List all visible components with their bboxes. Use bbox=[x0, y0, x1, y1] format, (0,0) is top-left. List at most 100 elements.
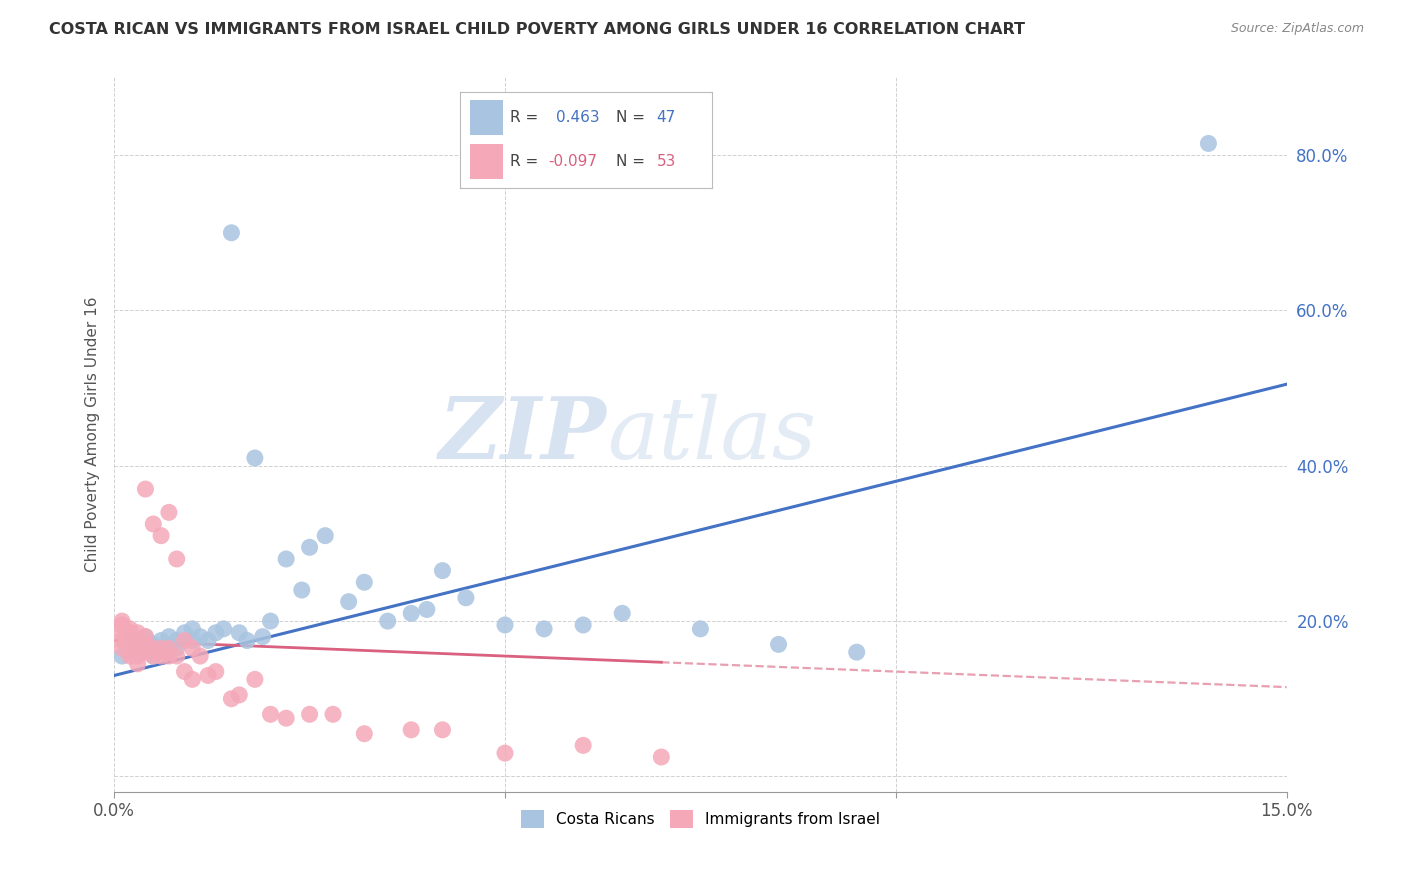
Text: COSTA RICAN VS IMMIGRANTS FROM ISRAEL CHILD POVERTY AMONG GIRLS UNDER 16 CORRELA: COSTA RICAN VS IMMIGRANTS FROM ISRAEL CH… bbox=[49, 22, 1025, 37]
Point bbox=[118, 641, 141, 656]
Point bbox=[337, 595, 360, 609]
Point bbox=[111, 641, 134, 656]
Point bbox=[142, 641, 165, 656]
Point bbox=[118, 645, 141, 659]
Point bbox=[118, 637, 141, 651]
Point bbox=[228, 625, 250, 640]
Point bbox=[353, 727, 375, 741]
Legend: Costa Ricans, Immigrants from Israel: Costa Ricans, Immigrants from Israel bbox=[515, 804, 886, 834]
Point bbox=[166, 641, 188, 656]
Point bbox=[221, 226, 243, 240]
Point bbox=[432, 564, 454, 578]
Point bbox=[118, 622, 141, 636]
Point bbox=[399, 607, 422, 621]
Point bbox=[134, 637, 156, 651]
Point bbox=[276, 711, 298, 725]
Point bbox=[181, 633, 204, 648]
Point bbox=[416, 602, 439, 616]
Point bbox=[494, 746, 516, 760]
Point bbox=[173, 665, 195, 679]
Point bbox=[845, 645, 868, 659]
Point bbox=[298, 541, 321, 555]
Text: Source: ZipAtlas.com: Source: ZipAtlas.com bbox=[1230, 22, 1364, 36]
Point bbox=[221, 691, 243, 706]
Point bbox=[150, 633, 173, 648]
Point bbox=[157, 645, 180, 659]
Point bbox=[118, 625, 141, 640]
Point bbox=[157, 630, 180, 644]
Point bbox=[188, 648, 211, 663]
Point bbox=[173, 633, 195, 648]
Point bbox=[134, 645, 156, 659]
Point bbox=[314, 529, 336, 543]
Point bbox=[252, 630, 274, 644]
Point bbox=[1197, 136, 1219, 151]
Point bbox=[298, 707, 321, 722]
Point bbox=[157, 505, 180, 519]
Point bbox=[533, 622, 555, 636]
Point bbox=[111, 633, 134, 648]
Point bbox=[157, 641, 180, 656]
Point bbox=[127, 645, 149, 659]
Point bbox=[134, 630, 156, 644]
Point bbox=[127, 657, 149, 671]
Point bbox=[197, 668, 219, 682]
Point bbox=[111, 618, 134, 632]
Point bbox=[111, 614, 134, 628]
Point bbox=[181, 641, 204, 656]
Point bbox=[142, 648, 165, 663]
Point bbox=[157, 648, 180, 663]
Point bbox=[127, 633, 149, 648]
Point bbox=[204, 665, 226, 679]
Point bbox=[181, 622, 204, 636]
Point bbox=[689, 622, 711, 636]
Point bbox=[228, 688, 250, 702]
Text: atlas: atlas bbox=[606, 393, 815, 476]
Point bbox=[399, 723, 422, 737]
Point bbox=[111, 618, 134, 632]
Point bbox=[118, 633, 141, 648]
Point bbox=[134, 637, 156, 651]
Point bbox=[150, 529, 173, 543]
Point bbox=[572, 739, 595, 753]
Point bbox=[243, 450, 266, 465]
Point bbox=[150, 641, 173, 656]
Point bbox=[291, 582, 314, 597]
Point bbox=[322, 707, 344, 722]
Point bbox=[243, 673, 266, 687]
Point bbox=[259, 614, 281, 628]
Point bbox=[150, 648, 173, 663]
Point bbox=[150, 641, 173, 656]
Point bbox=[188, 630, 211, 644]
Point bbox=[377, 614, 399, 628]
Point bbox=[197, 633, 219, 648]
Point bbox=[173, 625, 195, 640]
Point bbox=[572, 618, 595, 632]
Point bbox=[212, 622, 235, 636]
Point bbox=[127, 641, 149, 656]
Point bbox=[111, 648, 134, 663]
Point bbox=[118, 641, 141, 656]
Point bbox=[111, 625, 134, 640]
Point bbox=[142, 637, 165, 651]
Point bbox=[166, 648, 188, 663]
Point bbox=[118, 633, 141, 648]
Point bbox=[127, 633, 149, 648]
Point bbox=[353, 575, 375, 590]
Point bbox=[166, 552, 188, 566]
Point bbox=[612, 607, 634, 621]
Point bbox=[127, 648, 149, 663]
Point bbox=[181, 673, 204, 687]
Point bbox=[142, 648, 165, 663]
Point bbox=[432, 723, 454, 737]
Y-axis label: Child Poverty Among Girls Under 16: Child Poverty Among Girls Under 16 bbox=[86, 297, 100, 573]
Point bbox=[134, 630, 156, 644]
Point bbox=[236, 633, 259, 648]
Point bbox=[259, 707, 281, 722]
Point bbox=[134, 482, 156, 496]
Point bbox=[650, 750, 672, 764]
Point bbox=[454, 591, 477, 605]
Point bbox=[142, 516, 165, 531]
Point bbox=[494, 618, 516, 632]
Point bbox=[768, 637, 790, 651]
